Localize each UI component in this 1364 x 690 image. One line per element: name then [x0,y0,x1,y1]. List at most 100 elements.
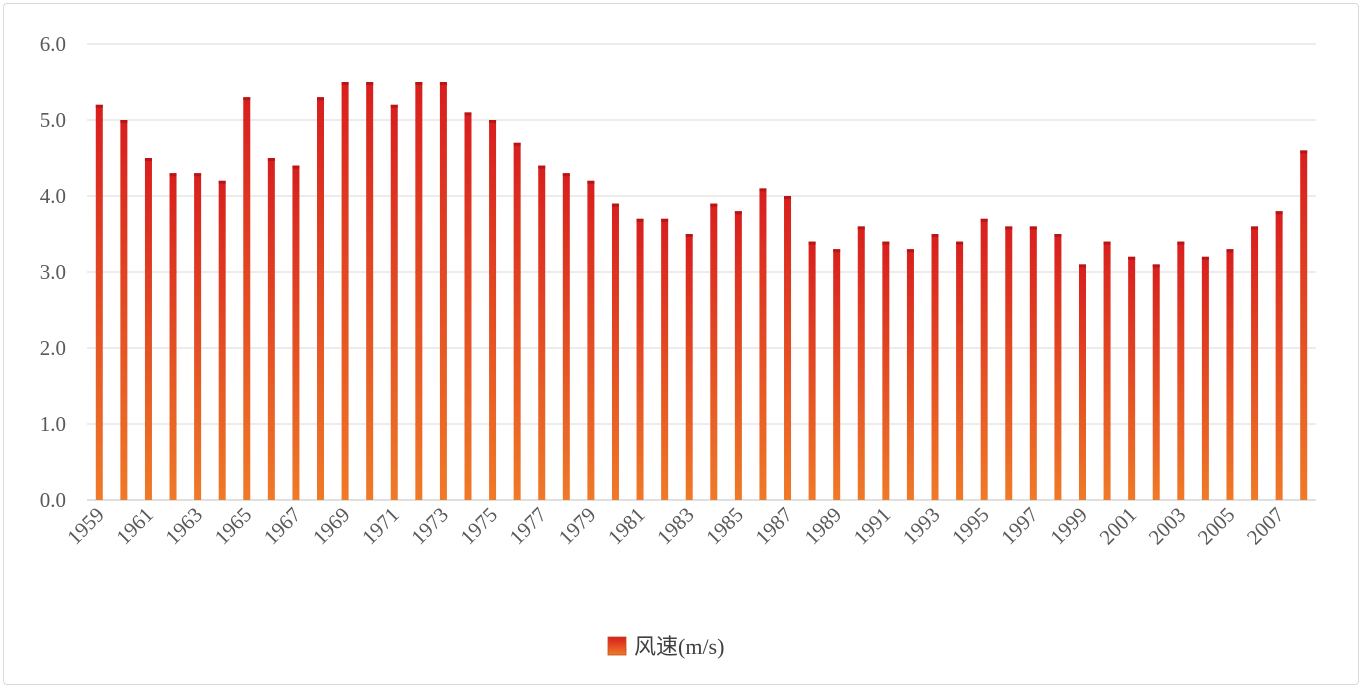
bar-cap [611,203,619,207]
y-tick-label: 4.0 [40,184,66,208]
bar-cap [194,173,202,177]
bar [685,234,693,500]
bar [194,173,202,500]
bar [759,188,767,500]
bar [1152,264,1160,500]
bar [1103,241,1111,500]
x-tick-label: 2005 [1193,503,1240,550]
bar-cap [1103,241,1111,245]
gridlines [87,43,1316,501]
bar-cap [366,82,374,85]
bar [1226,249,1234,500]
x-tick-label: 1969 [308,503,355,550]
bar [1201,256,1209,500]
y-tick-label: 2.0 [40,336,66,360]
bar-cap [784,196,792,199]
bar-cap [120,120,128,123]
bar-cap [243,97,251,101]
bar [243,97,251,500]
bar [292,165,300,500]
bar [169,173,177,500]
x-tick-label: 1991 [849,503,896,550]
bar [341,82,349,500]
bar [489,120,497,500]
legend-label: 风速(m/s) [634,634,724,659]
y-tick-label: 1.0 [40,412,66,436]
bar-cap [734,211,742,215]
x-tick-label: 2001 [1095,503,1142,550]
bar-cap [538,165,546,169]
bar [317,97,325,500]
y-tick-label: 6.0 [40,32,66,56]
x-tick-label: 1983 [652,503,699,550]
bar [1300,150,1308,500]
bar [1275,211,1283,500]
bar-cap [1054,234,1062,237]
bar [611,203,619,500]
bar-cap [636,218,644,222]
x-tick-label: 1977 [505,503,552,550]
bar [218,180,226,501]
bar [661,218,669,501]
bar [1177,241,1185,500]
x-tick-label: 1967 [259,503,306,550]
x-axis-ticks: 1959 1961 1963 1965 1967 1969 1971 1973 1975 1977… [62,503,1289,550]
bar-cap [267,158,275,161]
bar [366,82,374,500]
x-tick-label: 1959 [62,503,109,550]
y-tick-label: 3.0 [40,260,66,284]
bar [538,165,546,500]
legend: 风速(m/s) [607,634,724,659]
bar-cap [980,218,988,222]
bar [931,234,939,500]
x-tick-label: 1993 [898,503,945,550]
bar [1078,264,1086,500]
bar-cap [808,241,816,245]
x-tick-label: 2007 [1242,503,1289,550]
bar-cap [685,234,693,237]
bar-cap [341,82,349,85]
bar-cap [710,203,718,207]
bar-cap [1300,150,1308,154]
bar [267,158,275,500]
bar-cap [906,249,914,253]
bar [784,196,792,500]
bar [415,82,423,500]
bar [144,158,152,500]
bar-cap [1152,264,1160,268]
x-tick-label: 1997 [996,503,1043,550]
bar-cap [169,173,177,177]
bar [857,226,865,500]
bar-cap [218,180,226,184]
bar [120,120,128,500]
legend-swatch [607,636,627,656]
bar [980,218,988,501]
bar [95,104,103,501]
bar-cap [439,82,447,85]
bar [882,241,890,500]
bar-cap [931,234,939,237]
bar [587,180,595,501]
bar-cap [1128,256,1136,260]
bar-cap [1005,226,1013,230]
bar [956,241,964,500]
bar [390,104,398,501]
y-tick-label: 0.0 [40,488,66,512]
x-tick-label: 1989 [800,503,847,550]
bar-cap [95,104,103,108]
bar-cap [317,97,325,101]
bar [808,241,816,500]
x-tick-label: 1975 [455,503,502,550]
bar-cap [513,142,521,146]
x-tick-label: 2003 [1144,503,1191,550]
bar-cap [833,249,841,253]
bar-cap [1226,249,1234,253]
bar [833,249,841,500]
bar-cap [1177,241,1185,245]
bar-cap [882,241,890,245]
x-tick-label: 1995 [947,503,994,550]
bar-cap [464,112,472,116]
bar-cap [292,165,300,169]
bar [636,218,644,501]
